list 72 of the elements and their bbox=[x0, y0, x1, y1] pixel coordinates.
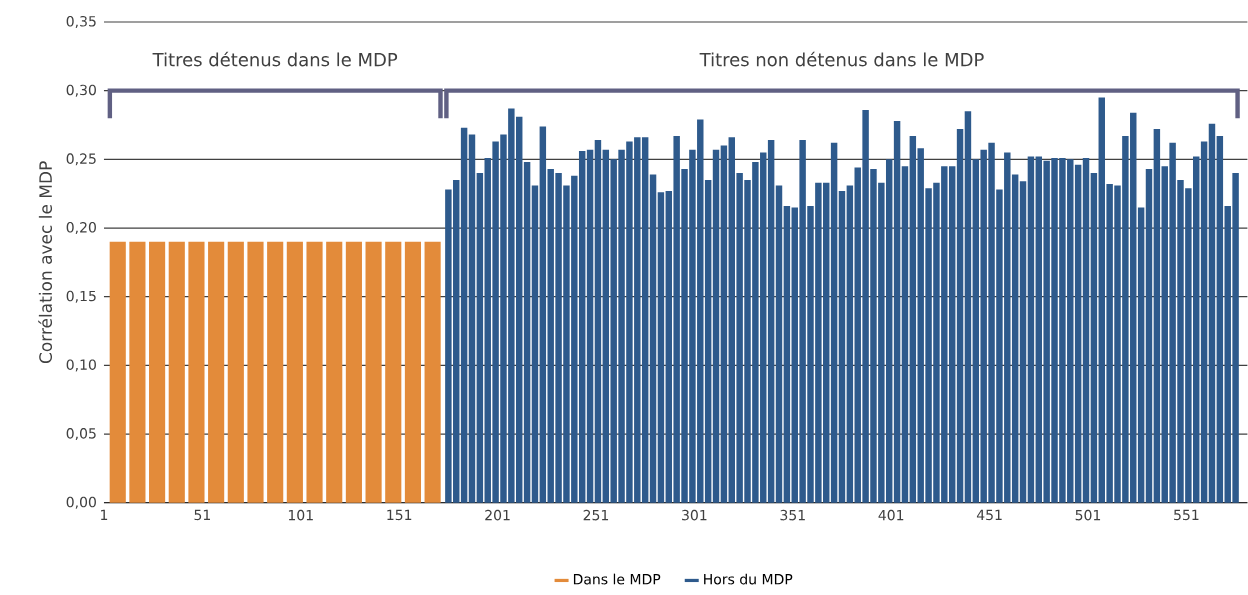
bar bbox=[460, 127, 468, 503]
bar bbox=[964, 111, 972, 503]
bar bbox=[247, 241, 264, 503]
x-tick-label: 401 bbox=[878, 509, 904, 521]
bar bbox=[476, 172, 484, 503]
bar bbox=[424, 241, 441, 503]
y-tick-label: 0,20 bbox=[66, 221, 96, 234]
bar bbox=[649, 174, 657, 503]
bar bbox=[109, 241, 126, 503]
bar bbox=[594, 139, 602, 503]
bar bbox=[1082, 157, 1090, 503]
x-tick-label: 301 bbox=[682, 509, 707, 521]
bar bbox=[168, 241, 185, 503]
y-tick-label: 0,05 bbox=[66, 427, 96, 440]
x-tick-label: 51 bbox=[194, 509, 210, 521]
bar bbox=[326, 241, 343, 503]
bar bbox=[1027, 156, 1035, 503]
x-tick-label: 101 bbox=[288, 509, 313, 521]
bar bbox=[901, 166, 909, 503]
bar bbox=[149, 241, 166, 503]
bar bbox=[267, 241, 284, 503]
bar bbox=[783, 205, 791, 503]
bar bbox=[404, 241, 422, 503]
bar bbox=[893, 120, 901, 503]
x-tick-label: 1 bbox=[101, 509, 108, 520]
bar bbox=[1208, 123, 1216, 503]
bar bbox=[523, 161, 531, 503]
bar bbox=[208, 241, 225, 503]
bar bbox=[1145, 168, 1153, 503]
x-tick-label: 201 bbox=[485, 509, 510, 521]
bar bbox=[286, 241, 303, 503]
bar bbox=[468, 134, 476, 503]
bar bbox=[586, 149, 594, 503]
bar bbox=[345, 241, 362, 503]
x-tick-label: 451 bbox=[976, 509, 1002, 521]
legend-label: Hors du MDP bbox=[704, 573, 793, 585]
bar bbox=[188, 241, 205, 503]
bar bbox=[385, 241, 402, 503]
legend-label: Dans le MDP bbox=[573, 573, 661, 585]
x-tick-label: 551 bbox=[1174, 509, 1199, 521]
bar bbox=[227, 241, 244, 503]
bar bbox=[956, 129, 964, 503]
annotation: Titres non détenus dans le MDP bbox=[699, 51, 984, 67]
y-tick-label: 0,30 bbox=[66, 84, 96, 97]
bar bbox=[129, 241, 146, 503]
x-tick-label: 251 bbox=[583, 509, 609, 521]
bar bbox=[720, 145, 728, 503]
y-tick-label: 0,10 bbox=[66, 359, 96, 372]
bar bbox=[1090, 172, 1098, 503]
bar bbox=[846, 185, 854, 503]
x-tick-label: 151 bbox=[387, 509, 412, 521]
bar bbox=[531, 185, 539, 503]
bar bbox=[767, 139, 775, 503]
bar bbox=[657, 192, 665, 503]
bar bbox=[1153, 129, 1161, 503]
y-tick-label: 0,00 bbox=[66, 496, 96, 509]
y-tick-label: 0,15 bbox=[66, 290, 96, 303]
y-axis-title: Corrélation avec le MDP bbox=[38, 161, 53, 363]
y-tick-label: 0,35 bbox=[66, 15, 96, 28]
bar bbox=[1019, 181, 1027, 503]
bar bbox=[830, 142, 838, 503]
bar bbox=[1200, 141, 1208, 503]
bar bbox=[306, 241, 323, 503]
bar bbox=[1137, 207, 1145, 503]
bar bbox=[365, 241, 382, 503]
bar bbox=[838, 190, 846, 503]
y-tick-label: 0,25 bbox=[66, 153, 96, 166]
bar bbox=[712, 149, 720, 503]
annotation: Titres détenus dans le MDP bbox=[152, 51, 398, 67]
bar bbox=[775, 185, 783, 503]
x-tick-label: 351 bbox=[780, 509, 805, 521]
x-tick-label: 501 bbox=[1075, 509, 1101, 521]
